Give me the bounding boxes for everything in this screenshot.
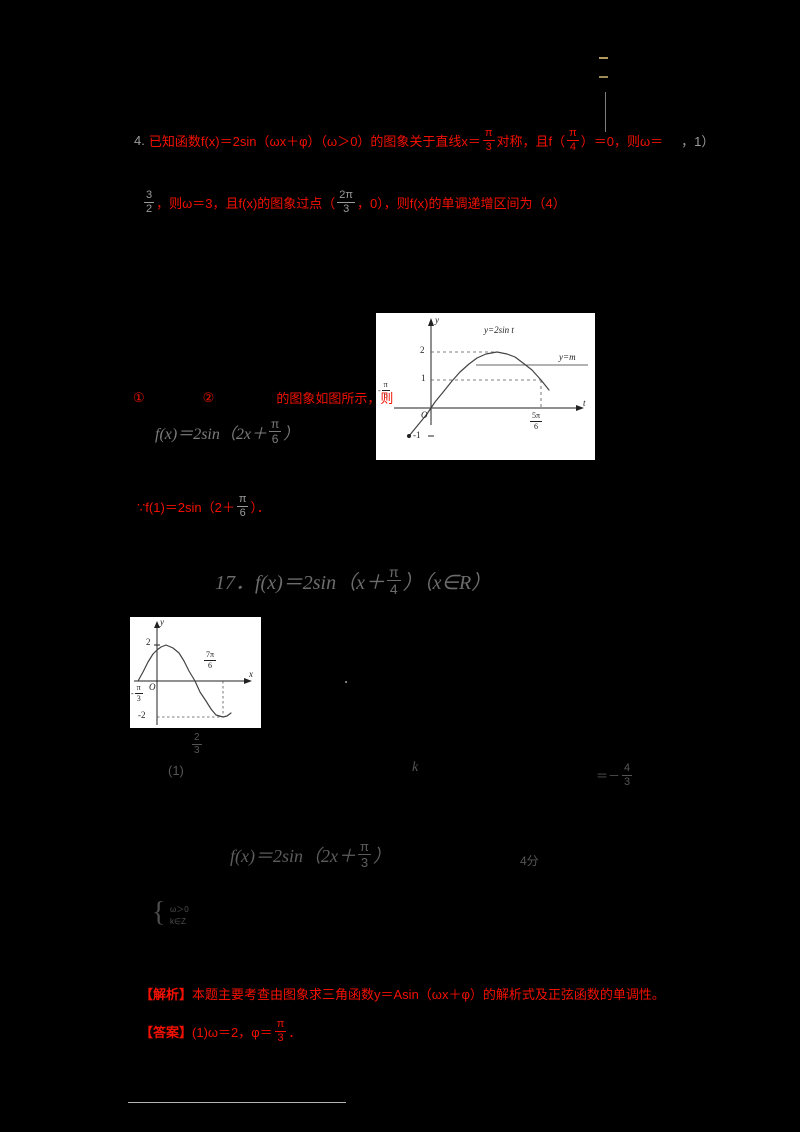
circled-markers-line: ① ② 的图象如图所示，则 — [133, 388, 393, 407]
g2-tick-7pi-6: 7π 6 — [204, 650, 217, 670]
problem-text: 已知函数f(x)＝2sin（ωx＋φ）（ω＞0）的图象关于直线x＝ — [148, 134, 481, 149]
artifact-dash-icon — [599, 57, 608, 59]
item-number: 4. — [134, 133, 145, 148]
answer-text: (1)ω＝2，φ＝ — [192, 1025, 273, 1040]
graph-panel-2: y 2 -2 O x 7π 6 - π 3 — [130, 617, 261, 728]
fragment-frac-2-3: 2 3 — [192, 732, 202, 756]
fraction-pi-6: π 6 — [236, 493, 249, 519]
sine-graph-2 — [134, 621, 252, 725]
problem-text: ，0），则f(x)的单调递增区间为（4） — [357, 196, 566, 211]
g2-tick-2: 2 — [146, 637, 151, 647]
g1-tick-2: 2 — [420, 345, 425, 355]
fraction-pi-4: π 4 — [386, 564, 401, 597]
analysis-line: 【解析】 本题主要考查由图象求三角函数y＝Asin（ωx＋φ）的解析式及正弦函数… — [140, 984, 665, 1003]
deduction-line: ∵f(1)＝2sin（2＋ π 6 ）． — [137, 493, 270, 519]
g1-tick-neg-pi-6: - π 6 — [378, 380, 390, 400]
fraction-pi-6: π 6 — [268, 417, 282, 446]
problem-text: ）＝0，则ω＝ — [580, 134, 664, 149]
problem-text: ，则ω＝3，且f(x)的图象过点（ — [156, 196, 336, 211]
g1-mline-label: y=m — [559, 352, 576, 362]
fraction-pi-3: π 3 — [274, 1018, 287, 1044]
g1-y-axis-label: y — [435, 315, 439, 325]
circled-two: ② — [202, 389, 215, 405]
problem-line-2: 3 2 ，则ω＝3，且f(x)的图象过点（ 2π 3 ，0），则f(x)的单调递… — [142, 190, 566, 215]
analysis-label: 【解析】 — [140, 987, 193, 1002]
answer-period: ． — [288, 1025, 302, 1040]
fraction-3-2: 3 2 — [144, 189, 155, 215]
g1-curve-label: y=2sin t — [484, 325, 514, 335]
answer-label: 【答案】 — [140, 1025, 193, 1040]
g2-origin-label: O — [149, 682, 156, 692]
fraction-pi-3: π 3 — [482, 127, 495, 153]
problem-text: 对称，且f（ — [496, 134, 566, 149]
fraction-pi-3: π 3 — [357, 839, 371, 870]
problem-statement: 17．f(x)＝2sin（x＋ π 4 ）（x∈R） — [215, 564, 492, 597]
g2-y-axis-label: y — [160, 617, 164, 627]
fraction-4-3: 4 3 — [622, 762, 633, 788]
graph-panel-1: y 2 1 -1 O t y=2sin t y=m - π 6 5π 6 — [376, 313, 595, 460]
g1-origin-label: O — [421, 410, 428, 420]
g1-tick-5pi-6: 5π 6 — [530, 411, 543, 431]
g2-tick-neg2: -2 — [138, 710, 146, 720]
answer-line: 【答案】 (1)ω＝2，φ＝ π 3 ． — [140, 1019, 301, 1044]
artifact-bar-icon — [605, 92, 606, 132]
sine-graph-1 — [394, 318, 588, 438]
brace-glyph: { — [152, 897, 166, 928]
problem-line-1: 4. 已知函数f(x)＝2sin（ωx＋φ）（ω＞0）的图象关于直线x＝ π 3… — [134, 128, 714, 153]
analysis-text: 本题主要考查由图象求三角函数y＝Asin（ωx＋φ）的解析式及正弦函数的单调性。 — [192, 987, 665, 1002]
bottom-rule — [128, 1102, 346, 1103]
fragment-neg-4-3: ＝－ 4 3 — [596, 762, 633, 788]
formula-1: f(x)＝2sin（2x＋ π 6 ） — [155, 417, 300, 446]
fragment-part1: (1) — [168, 763, 184, 778]
fragment-dot: ． — [343, 671, 357, 686]
g2-tick-neg-pi-3: - π 3 — [131, 683, 143, 703]
score-note: 4分 — [520, 854, 539, 868]
fraction: π 6 — [381, 380, 390, 400]
g1-tick-neg1: -1 — [413, 430, 421, 440]
fraction-2pi-3: 2π 3 — [337, 189, 355, 215]
g1-tick-1: 1 — [421, 373, 426, 383]
problem-text-tail: ，1） — [681, 134, 715, 149]
artifact-dash-icon — [599, 76, 608, 78]
fraction-pi-4: π 4 — [567, 127, 579, 153]
circled-one: ① — [133, 389, 145, 405]
mid-formula: f(x)＝2sin（2x＋ π 3 ） — [230, 839, 391, 870]
fraction: π 3 — [134, 683, 143, 703]
fragment-k: k — [412, 760, 419, 775]
g1-x-axis-label: t — [583, 398, 586, 408]
graph-caption: 的图象如图所示，则 — [276, 391, 394, 406]
brace-content: ω＞0 k∈Z — [170, 905, 189, 926]
g2-x-axis-label: x — [249, 669, 253, 679]
